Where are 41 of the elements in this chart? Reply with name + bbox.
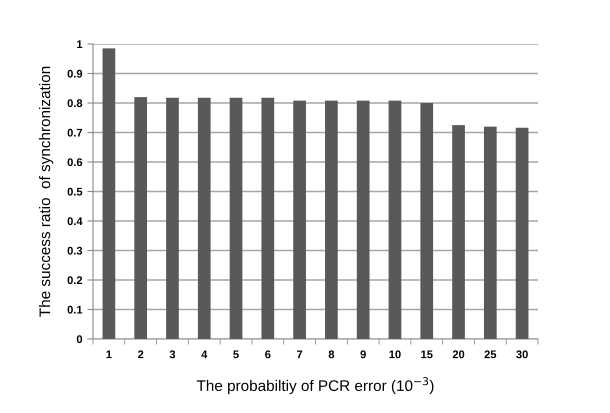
x-tick-label: 5 [233, 350, 239, 358]
x-tick-label: 9 [360, 350, 366, 358]
y-tick-label: 0.6 [68, 158, 82, 166]
y-tick-label: 0.9 [68, 70, 82, 78]
x-tick-label: 2 [138, 350, 144, 358]
bar [198, 98, 211, 339]
x-tick-label: 3 [170, 350, 176, 358]
x-tick-label: 25 [484, 350, 496, 358]
y-tick-label: 0.8 [68, 99, 82, 108]
y-tick-label: 0.7 [68, 128, 82, 137]
bar [293, 100, 306, 339]
x-tick-label: 20 [452, 350, 464, 358]
y-tick-label: 1 [77, 40, 82, 48]
y-tick-label: 0.4 [68, 217, 83, 226]
x-tick-label: 30 [516, 350, 528, 358]
bar [102, 48, 116, 339]
x-tick-label: 10 [389, 350, 401, 358]
x-tick-label: 1 [106, 350, 112, 358]
x-tick-label: 7 [296, 350, 302, 358]
bar [484, 126, 497, 339]
bar [230, 98, 242, 339]
bar [325, 100, 338, 339]
y-tick-label: 0.1 [68, 306, 82, 314]
y-tick-label: 0.3 [68, 246, 82, 255]
bar [166, 98, 179, 339]
x-tick-label: 6 [265, 350, 271, 358]
y-tick-label: 0.5 [68, 188, 82, 196]
x-tick-label: 15 [421, 350, 433, 358]
y-tick-label: 0 [76, 335, 82, 344]
bar [261, 98, 274, 339]
x-tick-label: 8 [328, 350, 334, 358]
bar [516, 128, 528, 339]
bar [452, 125, 465, 339]
x-axis-title: The probabiltiy of PCR error (10$^{−3}$) [196, 377, 434, 394]
bar [388, 100, 402, 339]
y-tick-label: 0.2 [68, 276, 82, 284]
bar [134, 97, 148, 339]
x-tick-label: 4 [201, 350, 208, 358]
bar [356, 100, 370, 339]
y-axis-title: The success ratio of synchronization [39, 66, 54, 317]
bar [420, 103, 434, 339]
